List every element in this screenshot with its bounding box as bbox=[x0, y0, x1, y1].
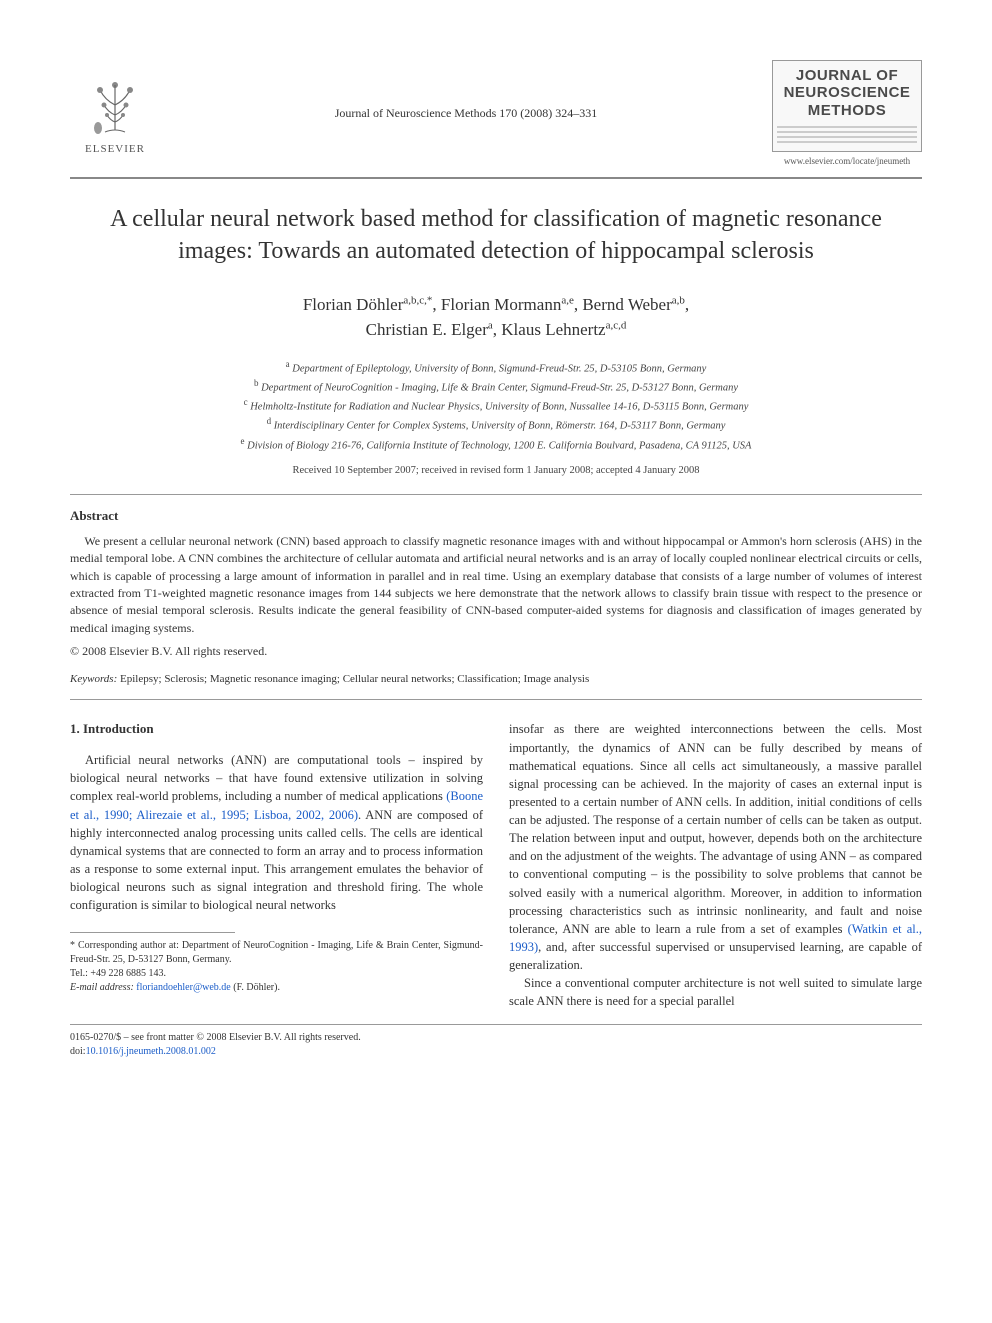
journal-cover-decoration bbox=[777, 125, 917, 145]
article-title: A cellular neural network based method f… bbox=[110, 204, 882, 266]
body-column-right: insofar as there are weighted interconne… bbox=[509, 720, 922, 1010]
footnote-email-suffix: (F. Döhler). bbox=[231, 982, 280, 993]
publisher-logo: ELSEVIER bbox=[70, 70, 160, 157]
author-2-affil: a,e bbox=[561, 294, 574, 306]
elsevier-tree-icon bbox=[80, 70, 150, 140]
authors: Florian Döhlera,b,c,*, Florian Mormanna,… bbox=[70, 292, 922, 343]
author-4: Christian E. Elger bbox=[366, 320, 488, 339]
intro-paragraph-1-cont: insofar as there are weighted interconne… bbox=[509, 720, 922, 974]
header-rule bbox=[70, 177, 922, 179]
abstract-text: We present a cellular neuronal network (… bbox=[70, 533, 922, 637]
journal-cover-title: JOURNAL OF NEUROSCIENCE METHODS bbox=[777, 67, 917, 119]
footer-doi-link[interactable]: 10.1016/j.jneumeth.2008.01.002 bbox=[86, 1046, 216, 1057]
footnote-email-link[interactable]: floriandoehler@web.de bbox=[136, 982, 230, 993]
header-row: ELSEVIER Journal of Neuroscience Methods… bbox=[70, 60, 922, 167]
footer-rule bbox=[70, 1024, 922, 1025]
journal-reference: Journal of Neuroscience Methods 170 (200… bbox=[160, 105, 772, 122]
intro-text-2a: insofar as there are weighted interconne… bbox=[509, 722, 922, 935]
author-2: , Florian Mormann bbox=[432, 295, 561, 314]
intro-paragraph-1: Artificial neural networks (ANN) are com… bbox=[70, 751, 483, 914]
journal-url: www.elsevier.com/locate/jneumeth bbox=[772, 155, 922, 168]
intro-text-2b: , and, after successful supervised or un… bbox=[509, 940, 922, 972]
keywords-text: Epilepsy; Sclerosis; Magnetic resonance … bbox=[117, 673, 589, 685]
article-dates: Received 10 September 2007; received in … bbox=[70, 464, 922, 479]
body-columns: 1. Introduction Artificial neural networ… bbox=[70, 720, 922, 1010]
affiliations: a Department of Epileptology, University… bbox=[70, 358, 922, 454]
abstract-heading: Abstract bbox=[70, 507, 922, 525]
publisher-name: ELSEVIER bbox=[85, 142, 145, 157]
journal-cover: JOURNAL OF NEUROSCIENCE METHODS www.else… bbox=[772, 60, 922, 167]
author-1: Florian Döhler bbox=[303, 295, 404, 314]
affiliation-e: Division of Biology 216-76, California I… bbox=[247, 440, 751, 451]
corresponding-author-footnote: * Corresponding author at: Department of… bbox=[70, 939, 483, 995]
author-3: , Bernd Weber bbox=[574, 295, 672, 314]
intro-text-1b: . ANN are composed of highly interconnec… bbox=[70, 808, 483, 913]
author-1-affil: a,b,c,* bbox=[403, 294, 432, 306]
author-5-affil: a,c,d bbox=[606, 320, 627, 332]
keywords: Keywords: Epilepsy; Sclerosis; Magnetic … bbox=[70, 672, 922, 687]
footnote-corr-label: * Corresponding author at: bbox=[70, 940, 182, 951]
affiliation-c: Helmholtz-Institute for Radiation and Nu… bbox=[250, 402, 748, 413]
footnote-email-label: E-mail address: bbox=[70, 982, 136, 993]
affiliation-a: Department of Epileptology, University o… bbox=[292, 363, 706, 374]
affiliation-d: Interdisciplinary Center for Complex Sys… bbox=[274, 421, 726, 432]
abstract-copyright: © 2008 Elsevier B.V. All rights reserved… bbox=[70, 643, 922, 660]
abstract-top-rule bbox=[70, 494, 922, 495]
author-5: , Klaus Lehnertz bbox=[493, 320, 606, 339]
keywords-label: Keywords: bbox=[70, 673, 117, 685]
footer-doi-prefix: doi: bbox=[70, 1046, 86, 1057]
section-1-heading: 1. Introduction bbox=[70, 720, 483, 739]
footnote-tel: Tel.: +49 228 6885 143. bbox=[70, 968, 166, 979]
intro-paragraph-2: Since a conventional computer architectu… bbox=[509, 974, 922, 1010]
abstract-bottom-rule bbox=[70, 699, 922, 700]
intro-text-1a: Artificial neural networks (ANN) are com… bbox=[70, 753, 483, 803]
footnote-rule bbox=[70, 932, 235, 933]
body-column-left: 1. Introduction Artificial neural networ… bbox=[70, 720, 483, 1010]
footer: 0165-0270/$ – see front matter © 2008 El… bbox=[70, 1031, 922, 1059]
affiliation-b: Department of NeuroCognition - Imaging, … bbox=[261, 382, 738, 393]
footer-copyright: 0165-0270/$ – see front matter © 2008 El… bbox=[70, 1032, 361, 1043]
author-3-affil: a,b bbox=[672, 294, 685, 306]
